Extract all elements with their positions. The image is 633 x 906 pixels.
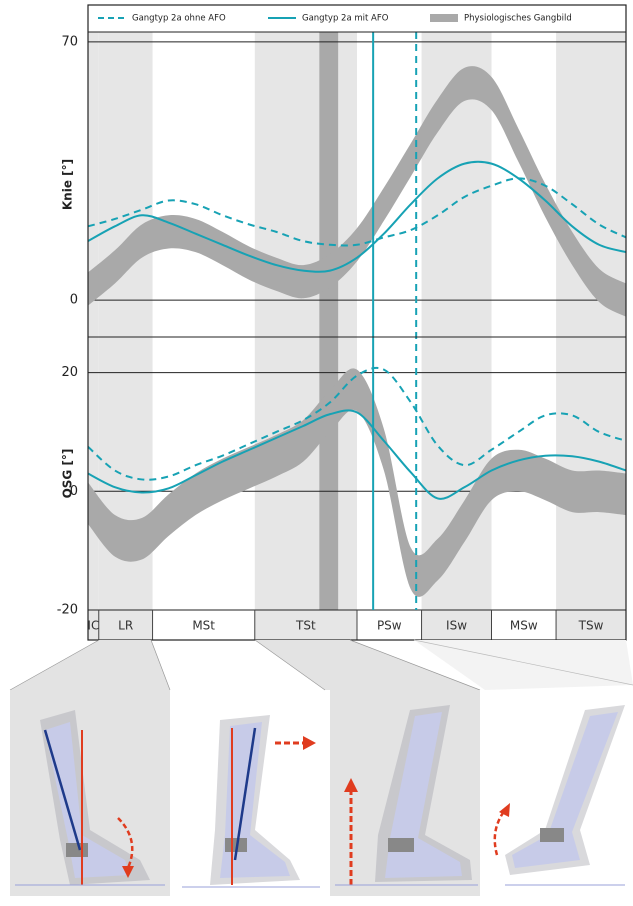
connector-line: [254, 639, 326, 691]
arrow-head: [122, 866, 134, 878]
connector-line: [349, 639, 481, 691]
arrow-head: [499, 803, 510, 817]
phase-label: IC: [87, 619, 99, 633]
orthosis: [45, 722, 130, 878]
connector-line: [413, 639, 633, 686]
illustrations: [9, 639, 633, 896]
legend-label: Physiologisches Gangbild: [464, 14, 572, 24]
connector-line: [9, 639, 100, 691]
axis-line: [43, 729, 82, 851]
phase-label: ISw: [446, 619, 467, 633]
phase-label: MSw: [510, 619, 538, 633]
phase-label: TSt: [295, 619, 316, 633]
series-line: [88, 160, 626, 273]
physiological-band: [88, 368, 626, 597]
arrow-head: [344, 778, 358, 792]
strap: [66, 843, 88, 857]
y-tick-label: 0: [70, 484, 78, 499]
arrow: [117, 817, 134, 869]
y-tick-label: 20: [61, 365, 78, 380]
connector: [10, 640, 170, 690]
connector-line: [150, 639, 171, 691]
legend-label: Gangtyp 2a ohne AFO: [132, 14, 226, 24]
series-line: [88, 409, 626, 500]
orthosis: [512, 712, 618, 868]
strap: [225, 838, 247, 852]
series-line: [88, 177, 626, 247]
connector: [255, 640, 480, 690]
y-tick-label: -20: [57, 603, 78, 618]
phase-label: PSw: [377, 619, 402, 633]
y-tick-label: 0: [70, 293, 78, 308]
y-axis-label: Knie [°]: [61, 159, 75, 210]
arrow: [493, 809, 507, 856]
phase-band: [88, 32, 99, 640]
orthosis: [385, 712, 462, 878]
axis-line: [233, 727, 257, 861]
strap: [388, 838, 414, 852]
phase-label: MSt: [192, 619, 215, 633]
arrow-head: [303, 736, 316, 750]
legend-label: Gangtyp 2a mit AFO: [302, 14, 389, 24]
physiological-band: [88, 66, 626, 317]
strap: [540, 828, 564, 842]
phase-label: LR: [118, 619, 133, 633]
phase-band: [556, 32, 626, 640]
frame: [87, 4, 627, 641]
series-line: [88, 366, 626, 481]
phase-label: TSw: [578, 619, 604, 633]
y-axis-label: OSG [°]: [61, 449, 75, 499]
phase-band: [254, 32, 357, 640]
toe-off-range: [319, 32, 339, 610]
connector: [414, 640, 633, 690]
y-tick-label: 70: [61, 34, 78, 49]
